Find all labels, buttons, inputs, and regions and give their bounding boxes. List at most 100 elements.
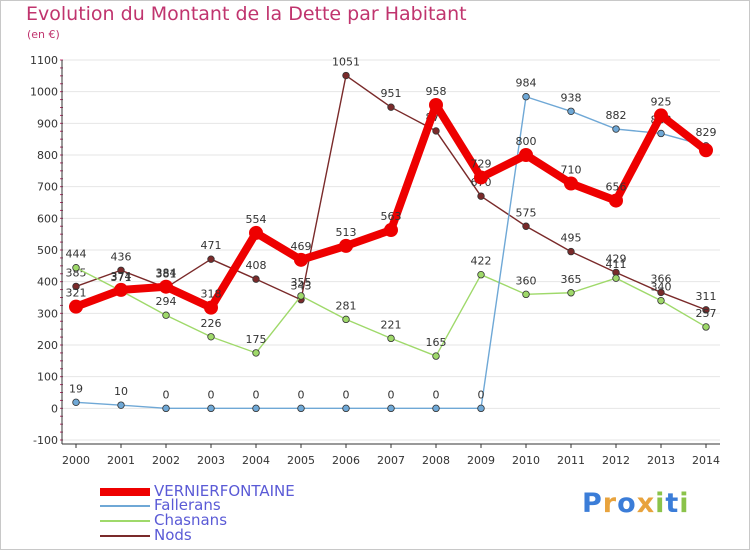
y-tick-label: 800 <box>37 149 58 162</box>
data-point-fallerans <box>342 404 350 413</box>
data-label-nods: 575 <box>516 206 537 219</box>
data-point-fallerans <box>117 401 125 409</box>
data-point-chasnans <box>522 290 530 299</box>
data-point-nods <box>432 127 440 135</box>
data-point-nods <box>522 222 530 230</box>
data-label-fallerans: 0 <box>163 388 170 401</box>
legend-swatch-vernierfontaine <box>100 488 150 496</box>
data-label-fallerans: 0 <box>253 388 260 401</box>
data-point-nods <box>117 266 125 274</box>
chart-subtitle: (en €) <box>27 28 60 41</box>
data-label-fallerans: 0 <box>478 388 485 401</box>
data-point-chasnans <box>72 264 80 272</box>
logo-letter: P <box>582 488 603 519</box>
data-point-vernierfontaine <box>474 170 488 185</box>
data-label-nods: 408 <box>246 259 267 272</box>
y-tick-label: 400 <box>37 276 58 289</box>
x-tick-label: 2003 <box>197 454 225 467</box>
legend-label-nods: Nods <box>154 526 192 544</box>
y-tick-label: 900 <box>37 117 58 130</box>
data-point-chasnans <box>297 292 305 300</box>
data-point-chasnans <box>162 311 170 319</box>
legend-swatch-chasnans <box>100 520 150 522</box>
data-point-fallerans <box>432 404 440 413</box>
x-tick-label: 2014 <box>692 454 720 467</box>
data-label-fallerans: 882 <box>606 109 627 122</box>
data-point-chasnans <box>252 349 260 357</box>
data-label-vernierfontaine: 958 <box>426 85 447 98</box>
data-point-vernierfontaine <box>339 238 353 253</box>
data-label-nods: 495 <box>561 232 582 245</box>
proxiti-logo: Proxiti <box>582 488 690 519</box>
data-label-vernierfontaine: 710 <box>561 164 582 177</box>
y-tick-label: 500 <box>37 244 58 257</box>
y-tick-label: 0 <box>51 402 58 415</box>
data-label-vernierfontaine: 656 <box>606 181 627 194</box>
x-tick-label: 2008 <box>422 454 450 467</box>
x-tick-label: 2005 <box>287 454 315 467</box>
data-point-fallerans <box>162 404 170 413</box>
chart-title: Evolution du Montant de la Dette par Hab… <box>26 3 467 25</box>
data-label-vernierfontaine: 554 <box>246 213 267 226</box>
logo-letter: i <box>655 488 666 519</box>
y-tick-label: 100 <box>37 371 58 384</box>
data-label-nods: 951 <box>381 87 402 100</box>
data-point-vernierfontaine <box>519 148 533 162</box>
data-label-vernierfontaine: 374 <box>111 270 132 283</box>
data-label-chasnans: 340 <box>651 281 672 294</box>
data-label-vernierfontaine: 513 <box>336 226 357 239</box>
data-point-fallerans <box>252 404 260 413</box>
data-point-nods <box>342 71 350 80</box>
y-tick-label: 1100 <box>30 54 58 67</box>
legend-label-chasnans: Chasnans <box>154 511 228 529</box>
data-point-nods <box>657 288 665 297</box>
data-label-fallerans: 0 <box>208 388 215 401</box>
data-label-nods: 436 <box>111 250 132 263</box>
data-label-vernierfontaine: 563 <box>381 210 402 223</box>
data-label-fallerans: 829 <box>696 126 717 139</box>
data-label-chasnans: 371 <box>111 271 132 284</box>
data-point-fallerans <box>387 404 395 413</box>
data-point-vernierfontaine <box>609 193 623 208</box>
data-point-fallerans <box>522 93 530 101</box>
x-tick-label: 2001 <box>107 454 135 467</box>
data-point-vernierfontaine <box>204 300 218 315</box>
data-point-nods <box>702 306 710 314</box>
data-point-chasnans <box>657 296 665 305</box>
data-point-vernierfontaine <box>384 223 398 238</box>
data-point-chasnans <box>612 274 620 282</box>
data-label-nods: 311 <box>696 290 717 303</box>
data-point-vernierfontaine <box>654 108 668 123</box>
y-tick-label: 200 <box>37 339 58 352</box>
data-label-chasnans: 411 <box>606 258 627 271</box>
x-tick-label: 2009 <box>467 454 495 467</box>
data-label-chasnans: 221 <box>381 318 402 331</box>
data-point-vernierfontaine <box>699 143 713 158</box>
data-point-vernierfontaine <box>294 252 308 267</box>
data-label-fallerans: 0 <box>388 388 395 401</box>
x-tick-label: 2006 <box>332 454 360 467</box>
data-point-chasnans <box>477 271 485 279</box>
data-label-nods: 381 <box>156 268 177 281</box>
data-point-fallerans <box>477 404 485 413</box>
data-label-vernierfontaine: 384 <box>156 267 177 280</box>
x-tick-label: 2012 <box>602 454 630 467</box>
data-point-nods <box>387 103 395 111</box>
data-point-fallerans <box>567 107 575 115</box>
data-label-fallerans: 938 <box>561 91 582 104</box>
data-label-chasnans: 360 <box>516 274 537 287</box>
data-label-vernierfontaine: 729 <box>471 157 492 170</box>
data-label-chasnans: 444 <box>66 248 87 261</box>
x-tick-label: 2000 <box>62 454 90 467</box>
data-point-nods <box>207 255 215 263</box>
data-point-fallerans <box>207 404 215 413</box>
y-tick-label: 1000 <box>30 86 58 99</box>
data-point-vernierfontaine <box>564 176 578 191</box>
y-tick-label: 700 <box>37 181 58 194</box>
data-label-nods: 429 <box>606 252 627 265</box>
logo-letter: r <box>602 488 618 519</box>
logo-letter: x <box>636 488 656 519</box>
y-tick-label: 600 <box>37 212 58 225</box>
data-point-fallerans <box>297 404 305 413</box>
legend-label-fallerans: Fallerans <box>154 496 221 514</box>
